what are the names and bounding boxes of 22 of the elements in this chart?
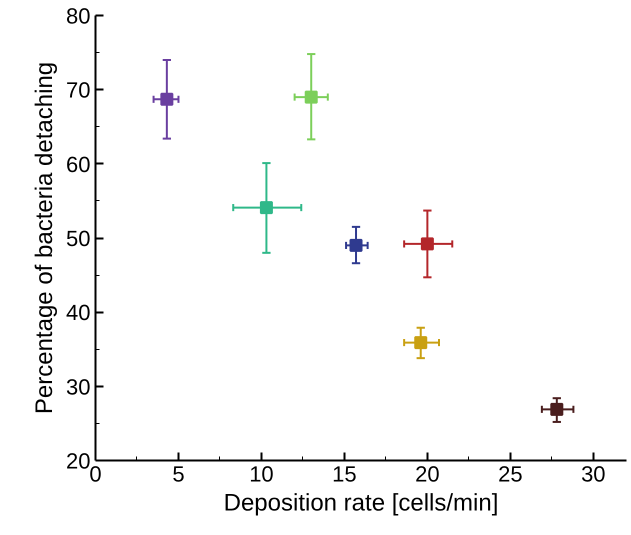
y-tick-label: 30 [66, 374, 91, 400]
point [550, 402, 564, 416]
point [304, 90, 318, 104]
x-tick-label: 20 [415, 462, 440, 486]
x-tick-label: 0 [89, 462, 102, 486]
x-tick-label: 10 [249, 462, 274, 486]
y-tick-label: 40 [66, 300, 91, 326]
y-tick-label: 60 [66, 152, 91, 177]
point [350, 238, 363, 252]
y-tick-label: 70 [66, 78, 91, 103]
y-axis-title: Percentage of bacteria detaching [31, 62, 58, 414]
point [160, 92, 174, 106]
point [420, 237, 434, 250]
x-axis-title: Deposition rate [cells/min] [224, 490, 498, 516]
point [414, 336, 428, 350]
x-tick-label: 15 [332, 462, 357, 486]
y-tick-label: 50 [66, 226, 91, 251]
x-tick-label: 25 [498, 462, 523, 486]
x-tick-label: 30 [581, 462, 606, 486]
y-tick-label: 80 [66, 4, 91, 28]
point [260, 201, 273, 214]
x-tick-label: 5 [172, 462, 185, 486]
